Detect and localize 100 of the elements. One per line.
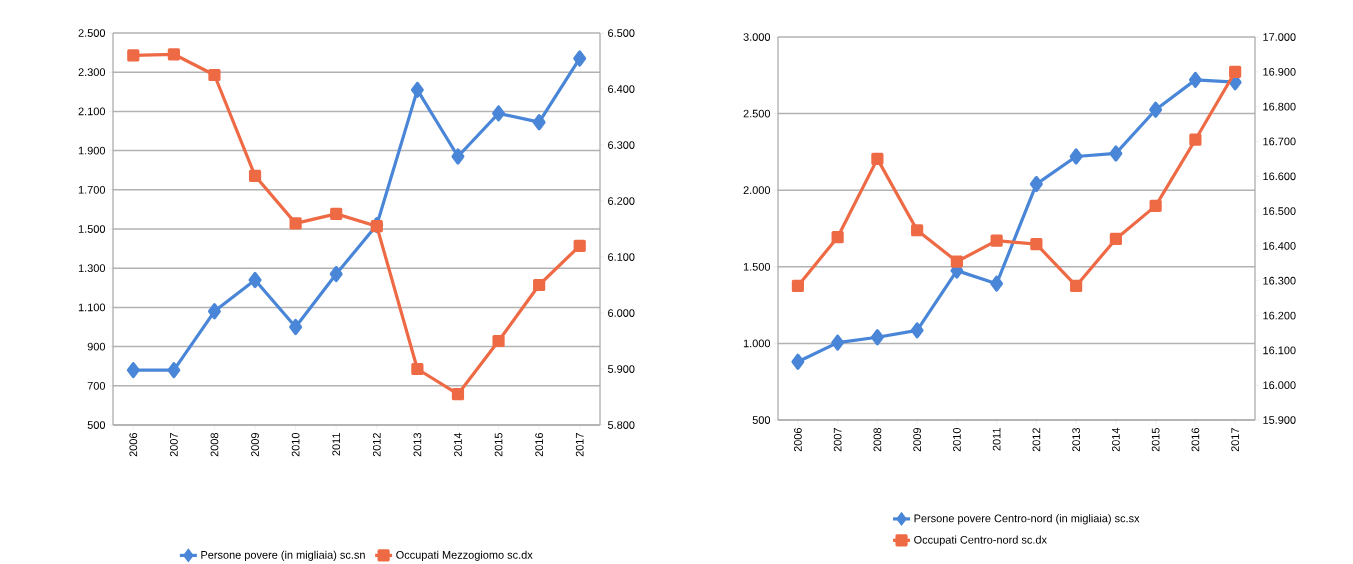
point xyxy=(451,388,465,401)
y2-tick-label: 6.500 xyxy=(608,29,635,37)
x-tick-label: 2017 xyxy=(575,433,584,457)
x-tick-label: 2015 xyxy=(1151,427,1160,452)
y2-tick-label: 16.100 xyxy=(1263,346,1296,355)
point xyxy=(127,49,140,62)
point xyxy=(990,275,1004,292)
x-tick-label: 2012 xyxy=(372,433,381,457)
point xyxy=(451,148,465,165)
point xyxy=(791,279,804,293)
y-tick-label: 1.500 xyxy=(78,225,106,233)
point xyxy=(990,234,1003,247)
point xyxy=(207,303,221,320)
point xyxy=(532,114,546,131)
y-tick-label: 1.000 xyxy=(743,339,771,348)
point xyxy=(870,329,884,346)
y-tick-label: 900 xyxy=(87,342,106,351)
y2-tick-label: 6.300 xyxy=(608,141,635,149)
point xyxy=(1189,133,1202,146)
y-tick-label: 2.000 xyxy=(743,186,771,195)
point xyxy=(1109,232,1122,246)
y2-tick-label: 16.500 xyxy=(1263,207,1296,215)
y-tick-label: 1.900 xyxy=(78,146,106,155)
y2-tick-label: 16.600 xyxy=(1263,172,1296,181)
y-tick-label: 2.300 xyxy=(78,68,106,77)
y-tick-label: 500 xyxy=(87,421,106,429)
point xyxy=(410,81,424,98)
y2-tick-label: 17.000 xyxy=(1263,33,1296,41)
x-tick-label: 2008 xyxy=(873,428,882,452)
point xyxy=(791,353,805,370)
point xyxy=(126,362,140,379)
x-tick-label: 2007 xyxy=(833,428,842,452)
y2-tick-label: 5.800 xyxy=(607,421,635,429)
y-tick-label: 2.100 xyxy=(78,107,106,116)
legend-label: Occupati Centro-nord sc.dx xyxy=(914,535,1047,546)
y-tick-label: 2.500 xyxy=(78,29,106,37)
x-tick-label: 2011 xyxy=(332,433,341,456)
x-tick-label: 2014 xyxy=(454,432,462,457)
y2-tick-label: 16.900 xyxy=(1263,67,1296,76)
x-tick-label: 2011 xyxy=(992,428,1001,451)
point xyxy=(533,278,546,292)
point xyxy=(1188,71,1202,88)
y2-tick-label: 16.700 xyxy=(1263,137,1296,146)
point xyxy=(167,48,180,61)
y-tick-label: 1.500 xyxy=(743,262,771,271)
point xyxy=(1149,199,1162,212)
y-tick-label: 1.700 xyxy=(78,185,106,194)
point xyxy=(1229,65,1242,78)
point xyxy=(248,271,262,289)
legend-label: Occupati Mezzogiomo sc.dx xyxy=(396,550,533,561)
y2-tick-label: 5.900 xyxy=(607,365,635,373)
x-tick-label: 2015 xyxy=(494,432,503,457)
point xyxy=(831,334,845,351)
point xyxy=(248,169,262,182)
point xyxy=(1109,145,1123,162)
x-tick-label: 2009 xyxy=(251,433,259,457)
y-tick-label: 500 xyxy=(752,416,771,424)
point xyxy=(1030,238,1043,251)
legend-label: Persone povere (in migliaia) sc.sn xyxy=(201,550,365,561)
y2-tick-label: 16.800 xyxy=(1263,102,1296,111)
y-tick-label: 700 xyxy=(87,381,106,390)
point xyxy=(1029,175,1043,193)
x-tick-label: 2017 xyxy=(1231,428,1240,452)
x-tick-label: 2010 xyxy=(953,427,961,452)
y2-tick-label: 6.200 xyxy=(608,197,635,205)
point xyxy=(208,68,221,82)
point xyxy=(330,207,343,220)
x-tick-label: 2006 xyxy=(794,428,802,452)
point xyxy=(370,220,383,233)
x-tick-label: 2013 xyxy=(1072,428,1081,452)
y2-tick-label: 15.900 xyxy=(1263,416,1296,424)
y2-tick-label: 6.000 xyxy=(608,309,635,317)
point xyxy=(911,224,924,237)
point xyxy=(492,334,505,348)
x-tick-label: 2009 xyxy=(913,428,922,452)
y2-tick-label: 6.100 xyxy=(608,253,635,261)
point xyxy=(411,362,424,376)
point xyxy=(950,255,963,268)
x-tick-label: 2016 xyxy=(535,433,544,457)
y-tick-label: 3.000 xyxy=(743,33,771,41)
x-tick-label: 2008 xyxy=(210,433,219,457)
x-tick-label: 2014 xyxy=(1112,427,1120,452)
x-tick-label: 2016 xyxy=(1191,428,1200,452)
point xyxy=(1070,279,1083,293)
point xyxy=(1149,101,1163,118)
y2-tick-label: 16.200 xyxy=(1263,311,1296,320)
point xyxy=(573,239,586,252)
y-tick-label: 1.300 xyxy=(78,264,106,273)
y2-tick-label: 16.000 xyxy=(1263,381,1296,390)
x-tick-label: 2013 xyxy=(413,433,422,457)
y2-tick-label: 16.400 xyxy=(1263,242,1296,250)
legend-label: Persone povere Centro-nord (in migliaia) sc.sx xyxy=(914,514,1140,525)
point xyxy=(492,105,506,122)
x-tick-label: 2006 xyxy=(129,433,138,457)
point xyxy=(329,265,343,283)
point xyxy=(910,322,924,339)
point xyxy=(573,50,587,67)
x-tick-label: 2007 xyxy=(170,433,178,457)
x-tick-label: 2010 xyxy=(291,432,300,457)
point xyxy=(289,318,303,336)
